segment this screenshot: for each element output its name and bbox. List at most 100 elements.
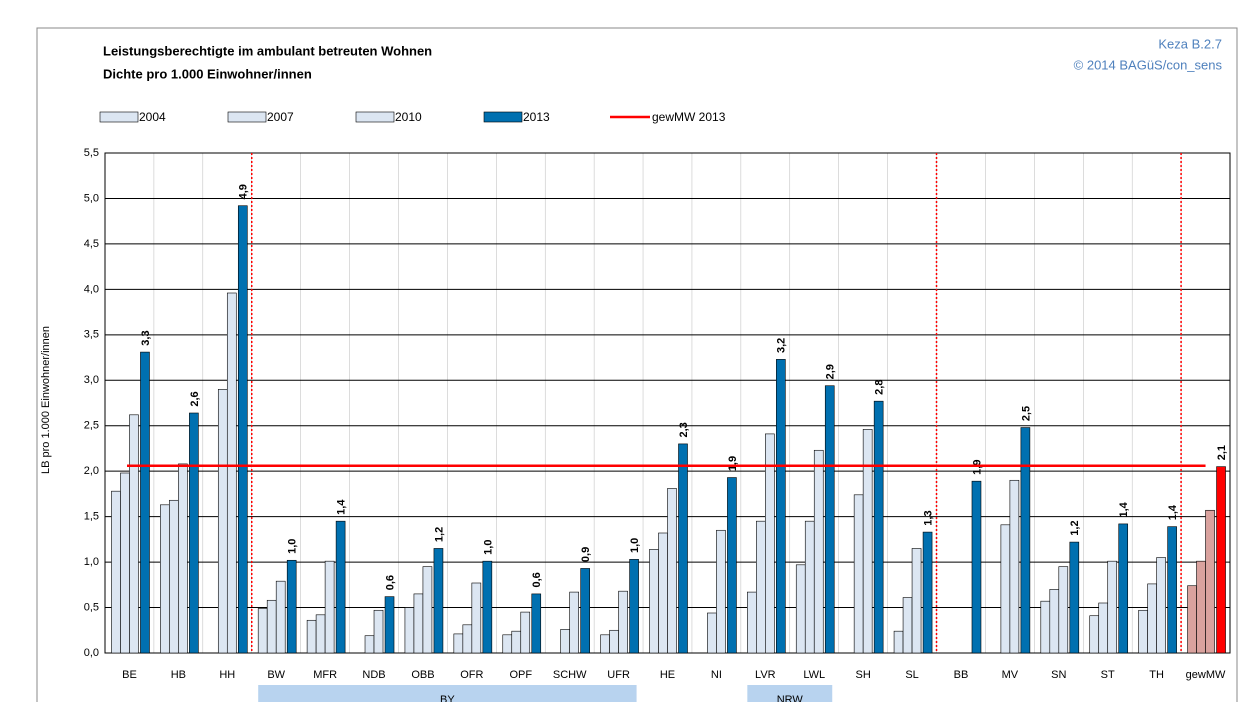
y-tick-label: 4,0 [84,283,99,295]
x-tick-label: SL [905,669,918,681]
y-tick-label: 1,0 [84,556,99,568]
x-tick-label: LWL [803,669,825,681]
data-label: 1,2 [1069,520,1081,535]
bar [971,480,982,654]
bar [531,593,542,654]
group-label: BY [440,694,455,702]
y-tick-label: 5,5 [84,147,99,159]
data-label: 3,3 [140,330,152,345]
bar [511,630,522,654]
data-label: 1,0 [287,539,299,554]
bar [306,619,317,654]
bar [169,499,179,654]
bar [747,591,757,654]
bar [716,529,726,654]
data-label: 1,0 [482,540,494,555]
bar [804,520,815,654]
x-tick-label: ST [1101,669,1115,681]
x-tick-label: BE [122,669,137,681]
bar [1138,609,1148,654]
bar [922,531,933,654]
data-label: 0,6 [531,572,543,587]
bar [453,633,464,654]
bar [482,560,493,654]
y-tick-label: 2,0 [84,465,99,477]
bar [422,566,433,654]
x-tick-label: gewMW [1186,669,1226,681]
bar [433,548,444,654]
bar [1049,589,1060,654]
x-tick-label: MV [1002,669,1019,681]
bar [1000,524,1011,654]
x-tick-label: TH [1149,669,1164,681]
bar [413,593,424,654]
bar [1040,600,1051,654]
bar [813,449,824,654]
bar [776,359,786,654]
y-axis-label: LB pro 1.000 Einwohner/innen [40,326,52,474]
bar [189,412,199,654]
legend-label: 2004 [139,110,166,124]
data-label: 2,3 [678,422,690,437]
x-tick-label: BB [954,669,969,681]
bar [1058,566,1069,654]
bar [893,630,904,654]
bar [237,205,248,654]
bar [404,607,415,654]
bar [600,634,610,654]
group-label: NRW [777,694,804,702]
bar [862,429,873,654]
x-tick-label: NDB [362,669,385,681]
bar [853,494,864,654]
bar [1205,509,1215,654]
bar [560,629,570,654]
bar [756,520,766,654]
y-tick-label: 2,5 [84,420,99,432]
bar [1020,427,1031,654]
legend-swatch [483,111,523,123]
bar [1216,466,1226,654]
bar [160,504,170,654]
x-tick-label: SCHW [553,669,587,681]
data-label: 2,9 [825,364,837,379]
data-label: 1,4 [1167,504,1179,520]
bar [629,559,639,654]
x-tick-label: OFR [460,669,483,681]
bar [678,443,688,654]
y-tick-label: 0,5 [84,601,99,613]
x-tick-label: LVR [755,669,776,681]
data-label: 2,1 [1216,445,1228,460]
data-label: 1,0 [629,538,641,553]
data-label: 2,5 [1020,406,1032,421]
bar [129,414,139,654]
y-tick-label: 5,0 [84,192,99,204]
bar [471,582,482,654]
bar [502,634,513,654]
bar [618,590,628,654]
y-tick-label: 4,5 [84,238,99,250]
x-tick-label: HB [171,669,186,681]
bar [226,292,237,654]
data-label: 1,4 [1118,501,1130,517]
legend-label: 2007 [267,110,294,124]
bar [364,635,375,654]
bar [1156,557,1166,654]
bar [1187,585,1197,654]
annotation: © 2014 BAGüS/con_sens [1074,57,1223,72]
bar [217,389,228,654]
bar [324,560,335,654]
bar [373,609,384,654]
bar [1098,602,1109,654]
annotation: Keza B.2.7 [1158,36,1222,51]
bar [795,564,806,654]
data-label: 3,2 [776,338,788,353]
bar [765,433,775,654]
x-tick-label: MFR [313,669,337,681]
data-label: 0,9 [580,547,592,562]
data-label: 2,8 [874,380,886,395]
legend-swatch [227,111,267,123]
bar [569,591,579,654]
bar [1089,615,1100,654]
bar [902,597,913,654]
bar [1069,541,1080,654]
